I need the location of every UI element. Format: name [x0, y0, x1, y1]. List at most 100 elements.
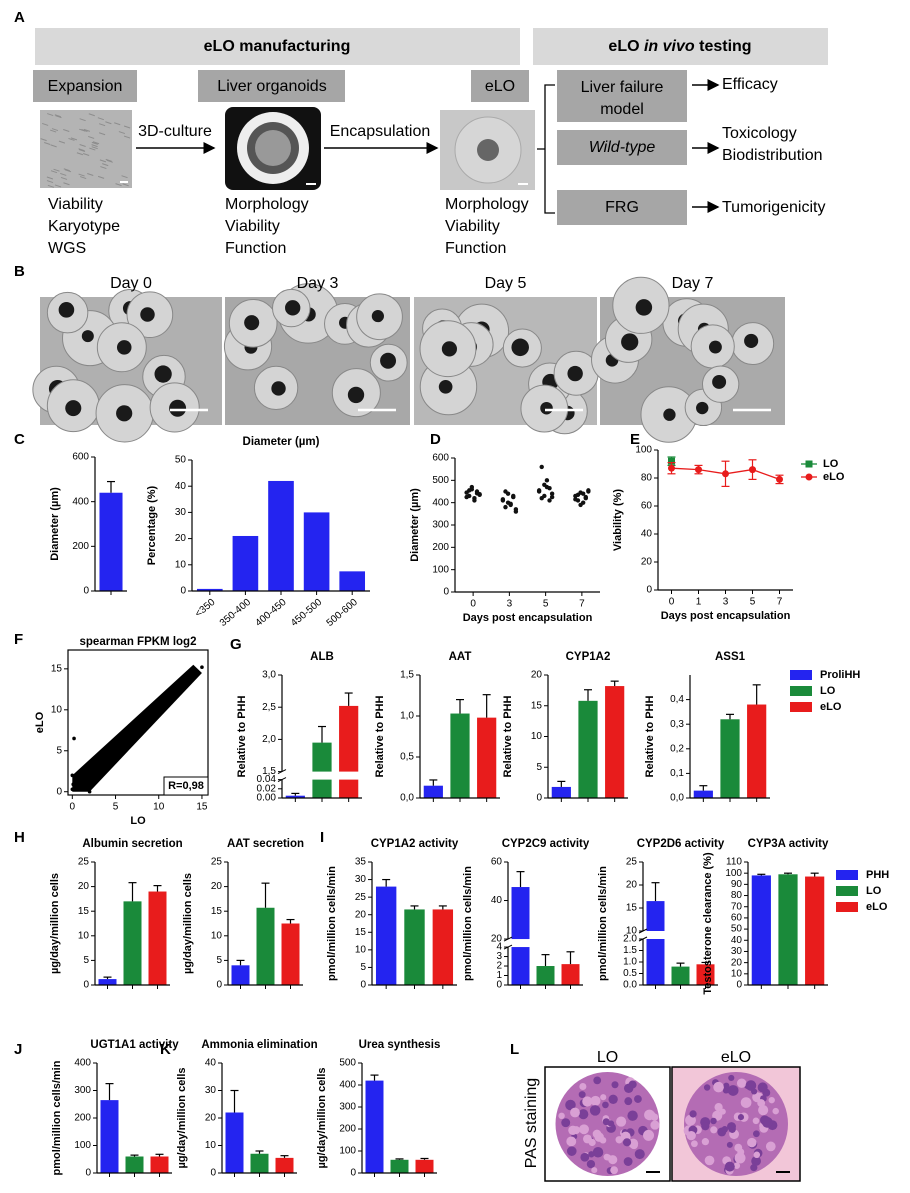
- point: [169, 695, 174, 700]
- legend-label: LO: [820, 685, 836, 697]
- y-tick-label: 300: [339, 1102, 356, 1113]
- x-tick-label: 400-450: [253, 597, 289, 629]
- cell: [561, 1118, 571, 1128]
- y-tick-label: 0: [736, 980, 742, 991]
- texture: [78, 148, 86, 152]
- y-axis-label: pmol/million cells/min: [326, 866, 338, 981]
- y-axis-label: Percentage (%): [146, 485, 158, 565]
- texture: [54, 184, 62, 188]
- step-label: Encapsulation: [330, 123, 431, 140]
- cell: [747, 1137, 757, 1148]
- point: [187, 680, 191, 684]
- legend-swatch: [836, 886, 858, 896]
- y-tick-label: 90: [731, 879, 743, 890]
- y-tick-label: 500: [432, 475, 449, 486]
- y-tick-label: 5: [56, 745, 62, 756]
- bar: [281, 923, 300, 985]
- chart-title: Diameter (µm): [243, 436, 320, 448]
- panel-label: E: [630, 431, 640, 448]
- point: [135, 727, 139, 732]
- y-tick-label: 30: [355, 874, 367, 885]
- y-tick-label: 0: [646, 585, 652, 596]
- y-tick-label: 0,2: [670, 743, 684, 754]
- y-tick-label: 2: [496, 961, 502, 972]
- bar: [693, 790, 713, 798]
- texture: [46, 176, 54, 180]
- cell: [611, 1081, 619, 1089]
- cell: [589, 1105, 601, 1116]
- y-tick-label: 0: [85, 1168, 91, 1179]
- texture: [91, 144, 98, 148]
- y-tick-label: 1.5: [623, 945, 637, 956]
- bar: [511, 887, 530, 985]
- texture: [81, 128, 88, 132]
- dot: [539, 464, 544, 470]
- point: [118, 744, 122, 749]
- texture: [105, 121, 112, 125]
- texture: [88, 113, 95, 117]
- legend-marker: [805, 460, 813, 468]
- chart-title: CYP2D6 activity: [637, 838, 725, 850]
- y-tick-label: 600: [72, 452, 89, 463]
- point: [143, 721, 148, 725]
- y-axis-label: Relative to PHH: [644, 695, 656, 777]
- cell: [753, 1130, 760, 1138]
- cell: [727, 1085, 739, 1096]
- texture: [70, 137, 78, 141]
- cell: [768, 1096, 775, 1104]
- x-tick-label: 350-400: [218, 597, 254, 629]
- cell: [761, 1116, 773, 1128]
- y-tick-label: 15: [78, 906, 90, 917]
- dot: [580, 491, 586, 496]
- y-tick-label: 2,5: [262, 702, 276, 713]
- y-tick-label: 20: [205, 1113, 217, 1124]
- y-tick-label: 1,0: [400, 711, 414, 722]
- y-tick-label: 20: [491, 934, 503, 945]
- bar: [747, 704, 767, 798]
- cell: [604, 1154, 612, 1161]
- panel-label: A: [14, 9, 25, 26]
- organoid: [621, 333, 639, 351]
- cell: [713, 1081, 724, 1093]
- expansion-image: [40, 110, 132, 188]
- y-tick-label: 30: [731, 946, 743, 957]
- dot: [500, 497, 506, 502]
- chart-title: AAT secretion: [227, 838, 304, 850]
- y-tick-label: 15: [355, 927, 367, 938]
- y-tick-label: 0,5: [400, 752, 414, 763]
- y-tick-label: 100: [635, 445, 652, 456]
- texture: [78, 148, 85, 152]
- marker: [722, 470, 729, 478]
- y-tick-label: 80: [731, 890, 743, 901]
- outcome-label: Biodistribution: [722, 147, 823, 164]
- annotation-box: [163, 776, 209, 796]
- y-tick-label: 25: [355, 892, 367, 903]
- readout-label: WGS: [48, 240, 86, 257]
- y-axis-label: µg/day/million cells: [49, 873, 61, 974]
- y-tick-label: 0: [496, 980, 502, 991]
- texture: [60, 172, 67, 176]
- bar: [415, 1159, 434, 1173]
- chart-title: CYP3A activity: [748, 838, 829, 850]
- stage-label: Liver organoids: [217, 78, 326, 95]
- dot: [464, 494, 469, 500]
- legend-swatch: [836, 870, 858, 880]
- texture: [50, 144, 57, 148]
- organoid: [744, 333, 759, 348]
- cell: [650, 1120, 660, 1130]
- readout-label: Morphology: [445, 196, 529, 213]
- panel-label: J: [14, 1041, 22, 1058]
- day-label: Day 0: [110, 275, 152, 292]
- bar: [148, 891, 167, 985]
- bar: [231, 965, 250, 985]
- cell: [623, 1157, 633, 1166]
- y-tick-label: 2,0: [262, 734, 276, 745]
- bar: [404, 909, 425, 985]
- bar: [256, 907, 275, 985]
- title-part: testing: [695, 38, 752, 55]
- cell: [721, 1126, 729, 1133]
- cell: [568, 1125, 578, 1135]
- texture: [76, 152, 84, 156]
- outcome-label: Toxicology: [722, 125, 797, 142]
